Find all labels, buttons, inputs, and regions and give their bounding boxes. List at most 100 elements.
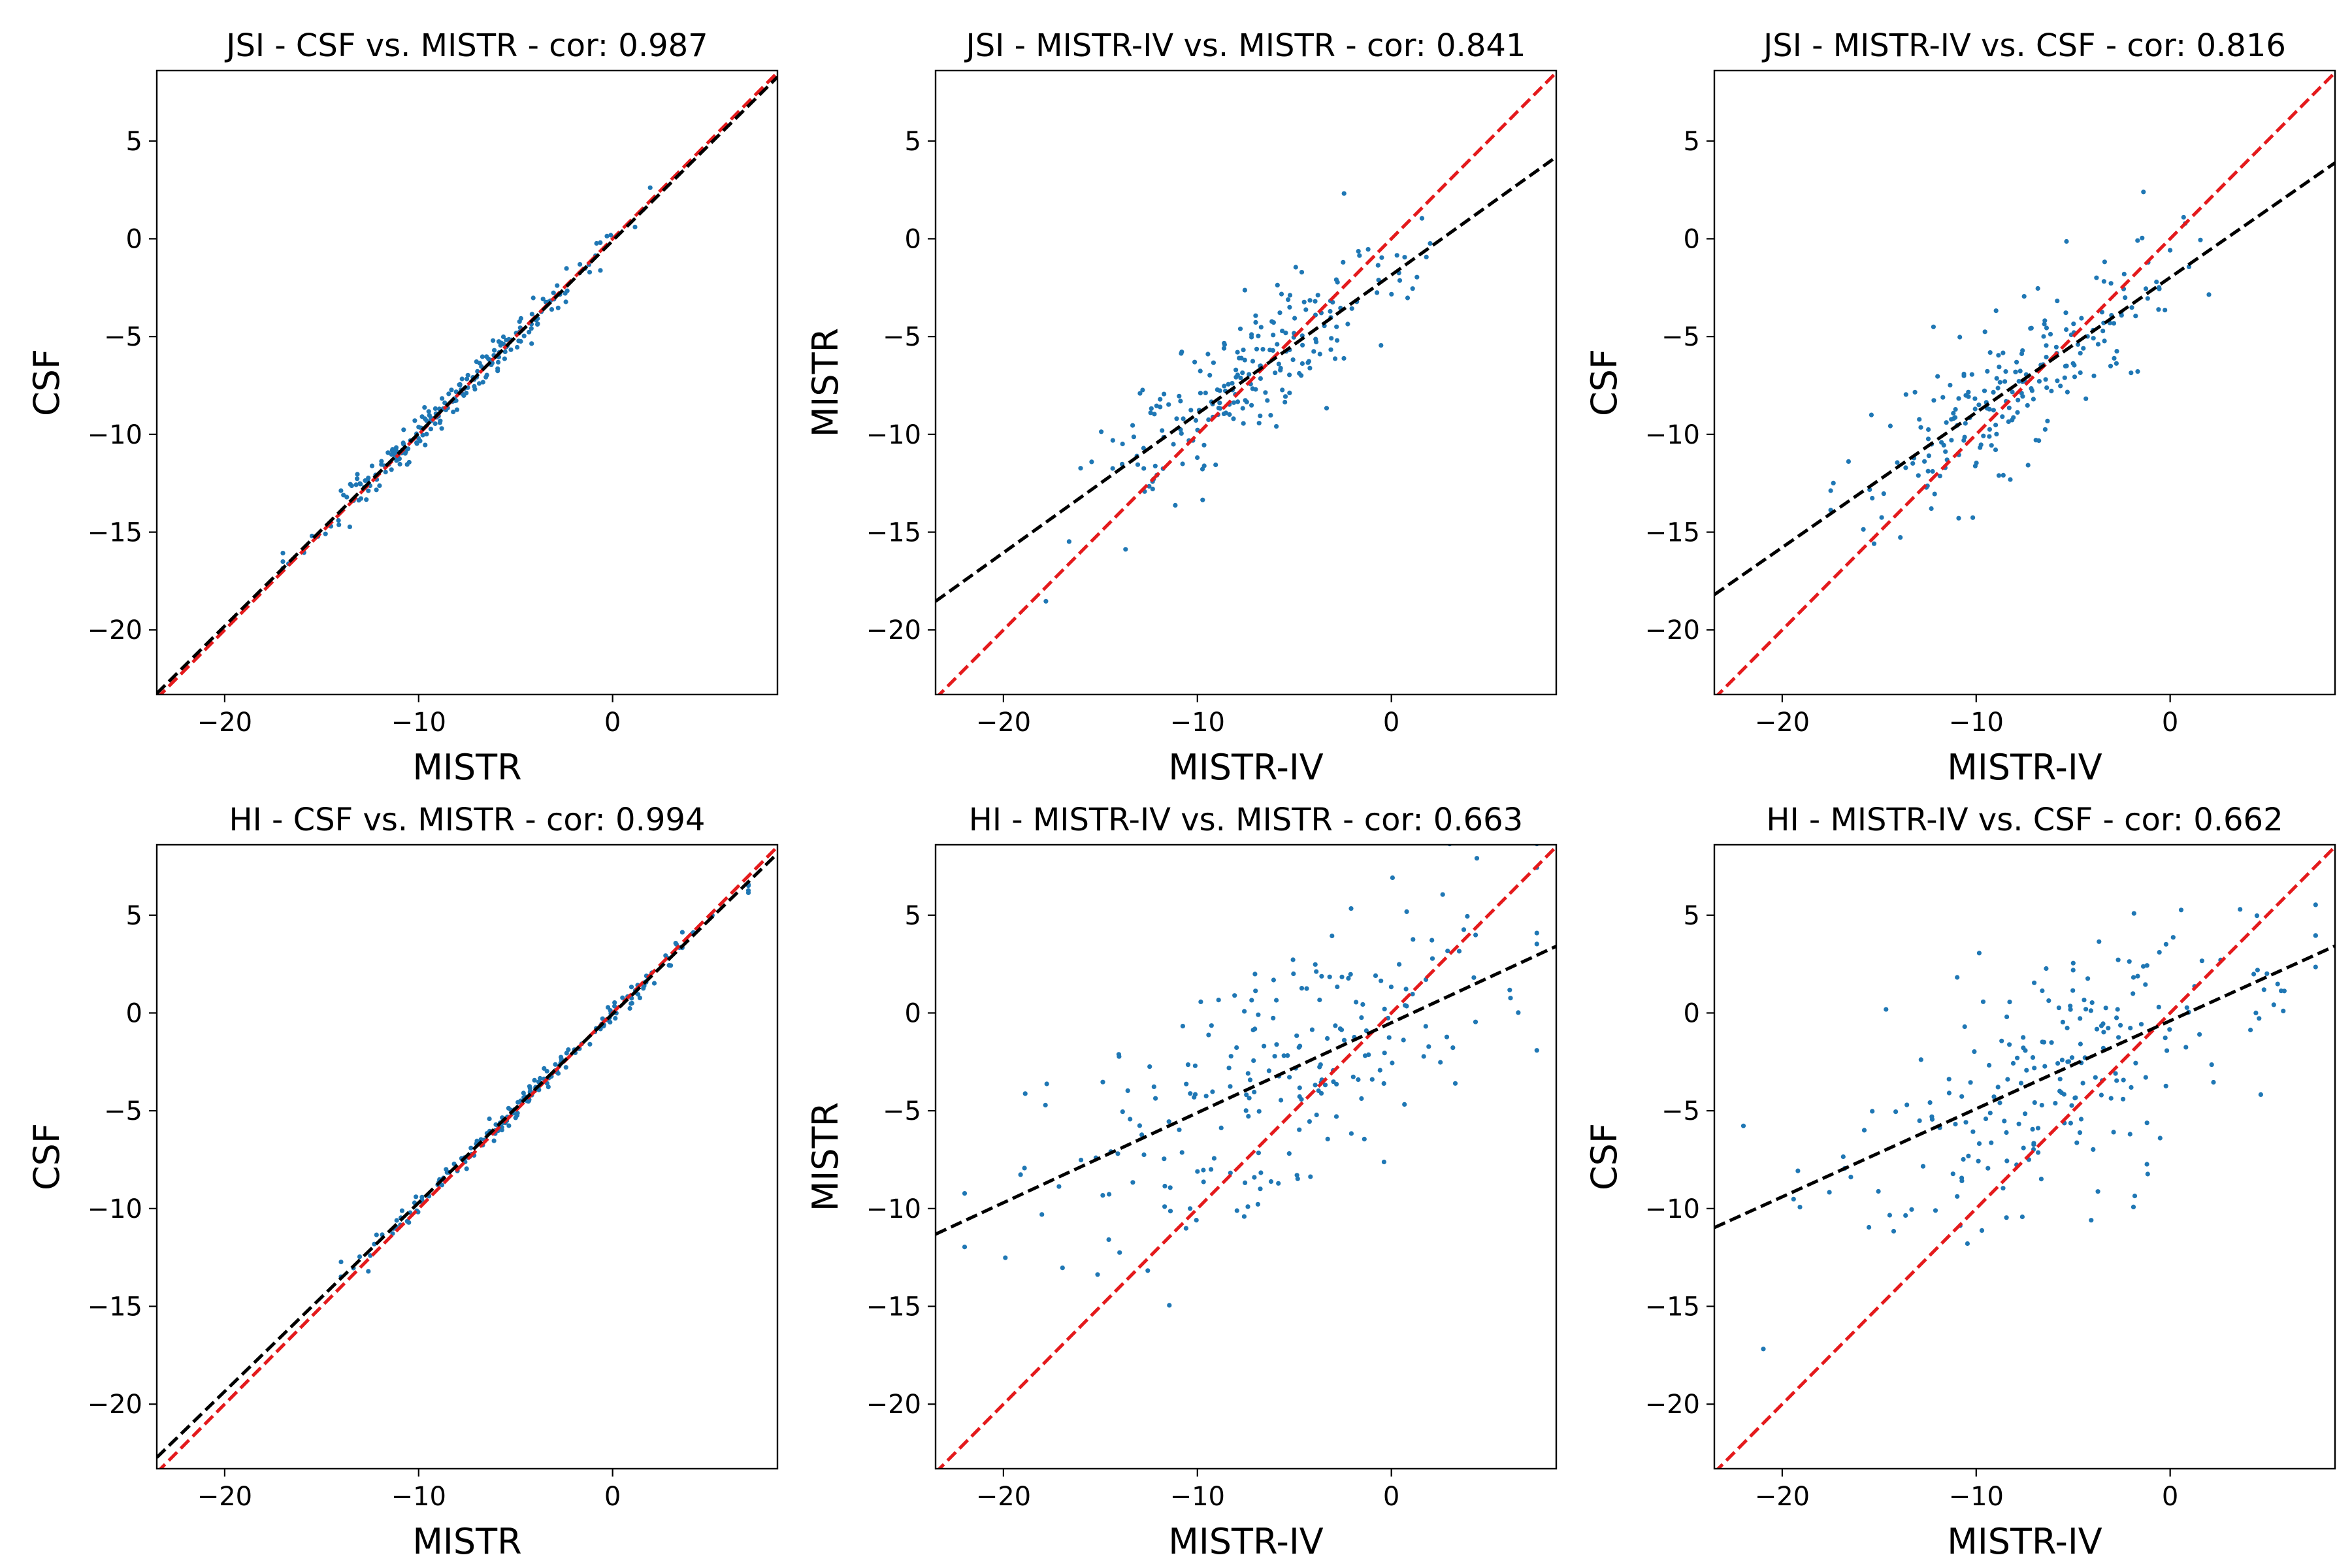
- data-point: [1879, 515, 1884, 520]
- data-point: [1534, 1048, 1539, 1053]
- x-tick-label: 0: [604, 708, 621, 738]
- data-point: [1333, 277, 1339, 282]
- chart-title: HI - MISTR-IV vs. MISTR - cor: 0.663: [969, 802, 1523, 838]
- data-point: [1279, 291, 1284, 297]
- data-point: [1429, 938, 1435, 943]
- data-point: [1969, 372, 1974, 377]
- data-point: [1123, 547, 1128, 552]
- data-point: [513, 1115, 518, 1120]
- y-tick-label: −10: [88, 420, 142, 450]
- data-point: [404, 462, 410, 467]
- data-point: [1242, 1009, 1247, 1014]
- data-point: [1995, 385, 2001, 391]
- data-point: [468, 1145, 474, 1151]
- identity-line: [937, 845, 1556, 1469]
- data-point: [1240, 370, 1245, 376]
- data-point: [2163, 941, 2168, 947]
- data-point: [1131, 434, 1136, 440]
- data-point: [358, 496, 364, 501]
- data-point: [1278, 368, 1283, 373]
- data-point: [2143, 982, 2148, 987]
- fit-line: [936, 155, 1556, 603]
- data-point: [2211, 1079, 2216, 1085]
- data-point: [2129, 305, 2134, 310]
- data-point: [1201, 1168, 1206, 1173]
- data-point: [1322, 1083, 1328, 1088]
- data-point: [2002, 1119, 2007, 1124]
- data-point: [1359, 1015, 1364, 1021]
- axes-frame: [155, 843, 779, 1470]
- data-point: [1313, 962, 1318, 967]
- data-point: [2279, 988, 2284, 994]
- data-point: [1194, 1218, 1199, 1223]
- y-tick-label: −10: [1645, 1194, 1700, 1224]
- data-point: [1273, 370, 1278, 376]
- data-point: [2041, 1039, 2047, 1045]
- data-point: [2141, 964, 2146, 969]
- data-point: [1379, 255, 1384, 260]
- data-point: [496, 339, 502, 344]
- data-point: [2049, 388, 2054, 394]
- data-point: [1228, 1084, 1233, 1089]
- data-point: [1226, 382, 1231, 387]
- data-point: [2135, 369, 2140, 374]
- data-point: [1198, 391, 1203, 396]
- data-point: [1976, 951, 1982, 956]
- data-point: [1891, 1228, 1897, 1234]
- data-point: [1242, 287, 1247, 293]
- data-point: [1791, 1196, 1796, 1201]
- data-point: [2080, 1081, 2085, 1086]
- data-point: [2068, 332, 2074, 338]
- data-point: [414, 440, 419, 446]
- data-point: [2055, 299, 2060, 304]
- data-point: [1948, 382, 1953, 388]
- data-point: [604, 233, 610, 238]
- data-point: [484, 372, 489, 378]
- data-point: [446, 391, 451, 397]
- data-point: [2157, 950, 2162, 955]
- plot-area: [1714, 71, 2335, 694]
- data-point: [1428, 241, 1433, 246]
- y-tick-label: −5: [883, 1096, 921, 1126]
- data-point: [2113, 1071, 2118, 1076]
- data-point: [1963, 421, 1968, 426]
- x-axis-label: MISTR: [412, 747, 521, 788]
- data-point: [1354, 1000, 1359, 1005]
- data-point: [1348, 906, 1354, 911]
- data-point: [1870, 495, 1875, 501]
- data-point: [663, 953, 668, 958]
- data-point: [563, 299, 568, 304]
- data-point: [1450, 1045, 1456, 1051]
- data-point: [417, 438, 423, 444]
- data-point: [2019, 1214, 2025, 1220]
- data-point: [2253, 1010, 2259, 1015]
- data-point: [1935, 374, 1940, 379]
- data-point: [2032, 980, 2037, 985]
- data-point: [1949, 438, 1954, 443]
- data-point: [551, 290, 556, 295]
- data-point: [1375, 263, 1380, 268]
- data-point: [1925, 468, 1931, 474]
- data-point: [379, 459, 384, 464]
- data-point: [1534, 845, 1539, 847]
- y-tick-label: −10: [1645, 420, 1700, 450]
- data-point: [1300, 342, 1305, 348]
- data-point: [2056, 1005, 2061, 1011]
- data-point: [2021, 294, 2027, 299]
- data-point: [2094, 275, 2099, 280]
- data-point: [1275, 282, 1280, 287]
- data-point: [2094, 1026, 2100, 1032]
- data-point: [2063, 310, 2068, 316]
- data-point: [1184, 1081, 1189, 1086]
- data-point: [1195, 455, 1200, 461]
- data-point: [439, 1183, 445, 1188]
- data-point: [1405, 295, 1411, 301]
- data-point: [1471, 975, 1477, 980]
- data-point: [2071, 321, 2076, 327]
- data-point: [1166, 402, 1171, 407]
- data-point: [1307, 298, 1313, 303]
- data-point: [2055, 1061, 2061, 1066]
- data-point: [1445, 948, 1450, 954]
- data-point: [457, 382, 463, 387]
- data-point: [389, 467, 394, 472]
